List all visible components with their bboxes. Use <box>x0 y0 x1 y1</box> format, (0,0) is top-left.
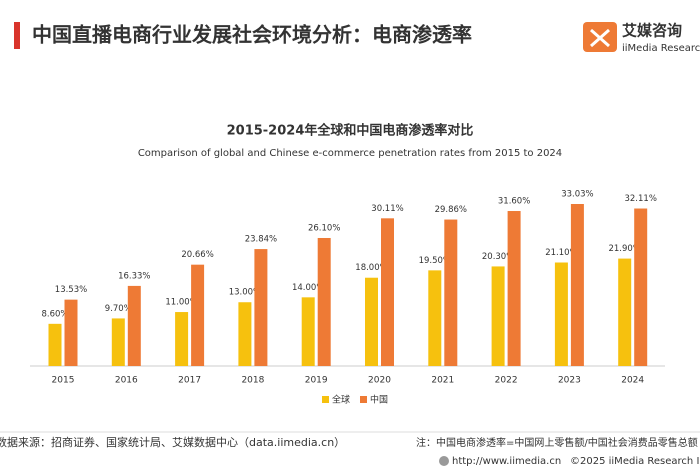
bar <box>238 302 252 366</box>
value-label: 18.00% <box>355 263 387 273</box>
copyright: ©2025 iiMedia Research Inc <box>570 456 700 467</box>
value-label: 16.33% <box>118 271 150 281</box>
bar <box>444 219 458 366</box>
bar <box>48 323 62 366</box>
value-label: 33.03% <box>561 190 593 200</box>
x-tick-label: 2019 <box>305 376 328 386</box>
value-label: 29.86% <box>435 205 467 215</box>
legend-swatch <box>322 396 329 403</box>
value-label: 13.53% <box>55 285 87 295</box>
value-label: 21.10% <box>545 248 577 258</box>
value-label: 14.00% <box>292 283 324 293</box>
bar <box>570 204 584 366</box>
x-tick-label: 2024 <box>621 376 644 386</box>
logo-mark <box>590 28 610 48</box>
url: http://www.iimedia.cn <box>452 456 561 467</box>
logo-sub: iiMedia Research <box>622 43 700 54</box>
value-label: 9.70% <box>105 304 132 314</box>
source: 数据来源：招商证券、国家统计局、艾媒数据中心（data.iimedia.cn） <box>0 435 345 449</box>
bar <box>191 264 205 366</box>
x-tick-label: 2020 <box>368 376 391 386</box>
title-accent <box>14 22 20 49</box>
legend-label: 中国 <box>370 394 388 406</box>
bar <box>618 258 632 366</box>
x-tick-label: 2018 <box>241 376 264 386</box>
bar <box>127 285 141 366</box>
bar <box>507 211 521 366</box>
chart-title: 2015-2024年全球和中国电商渗透率对比 <box>227 123 474 139</box>
value-label: 19.50% <box>419 256 451 266</box>
value-label: 32.11% <box>624 194 656 204</box>
bar <box>428 270 442 366</box>
x-tick-label: 2015 <box>52 376 75 386</box>
bar <box>301 297 315 366</box>
bar <box>634 208 648 366</box>
bar <box>554 262 568 366</box>
x-tick-label: 2021 <box>431 376 454 386</box>
value-label: 21.90% <box>608 244 640 254</box>
bar <box>317 237 331 366</box>
bar <box>175 312 189 366</box>
value-label: 20.66% <box>181 250 213 260</box>
globe-icon <box>439 456 449 466</box>
bar <box>64 299 78 366</box>
bar <box>111 318 125 366</box>
x-tick-label: 2016 <box>115 376 138 386</box>
value-label: 11.00% <box>165 298 197 308</box>
value-label: 8.60% <box>41 309 68 319</box>
page-title: 中国直播电商行业发展社会环境分析：电商渗透率 <box>32 23 472 47</box>
value-label: 20.30% <box>482 252 514 262</box>
chart-subtitle: Comparison of global and Chinese e-comme… <box>138 148 562 159</box>
bar <box>365 277 378 366</box>
bar <box>254 249 268 366</box>
legend-label: 全球 <box>332 394 350 406</box>
value-label: 13.00% <box>229 288 261 298</box>
x-tick-label: 2022 <box>495 376 518 386</box>
value-label: 26.10% <box>308 223 340 233</box>
value-label: 31.60% <box>498 197 530 207</box>
legend-swatch <box>360 396 367 403</box>
value-label: 30.11% <box>371 204 403 214</box>
x-tick-label: 2023 <box>558 376 581 386</box>
value-label: 23.84% <box>245 235 277 245</box>
logo-name: 艾媒咨询 <box>622 22 682 40</box>
bar <box>491 266 505 366</box>
bar <box>381 218 394 366</box>
x-tick-label: 2017 <box>178 376 201 386</box>
note: 注：中国电商渗透率=中国网上零售额/中国社会消费品零售总额 <box>416 436 698 449</box>
